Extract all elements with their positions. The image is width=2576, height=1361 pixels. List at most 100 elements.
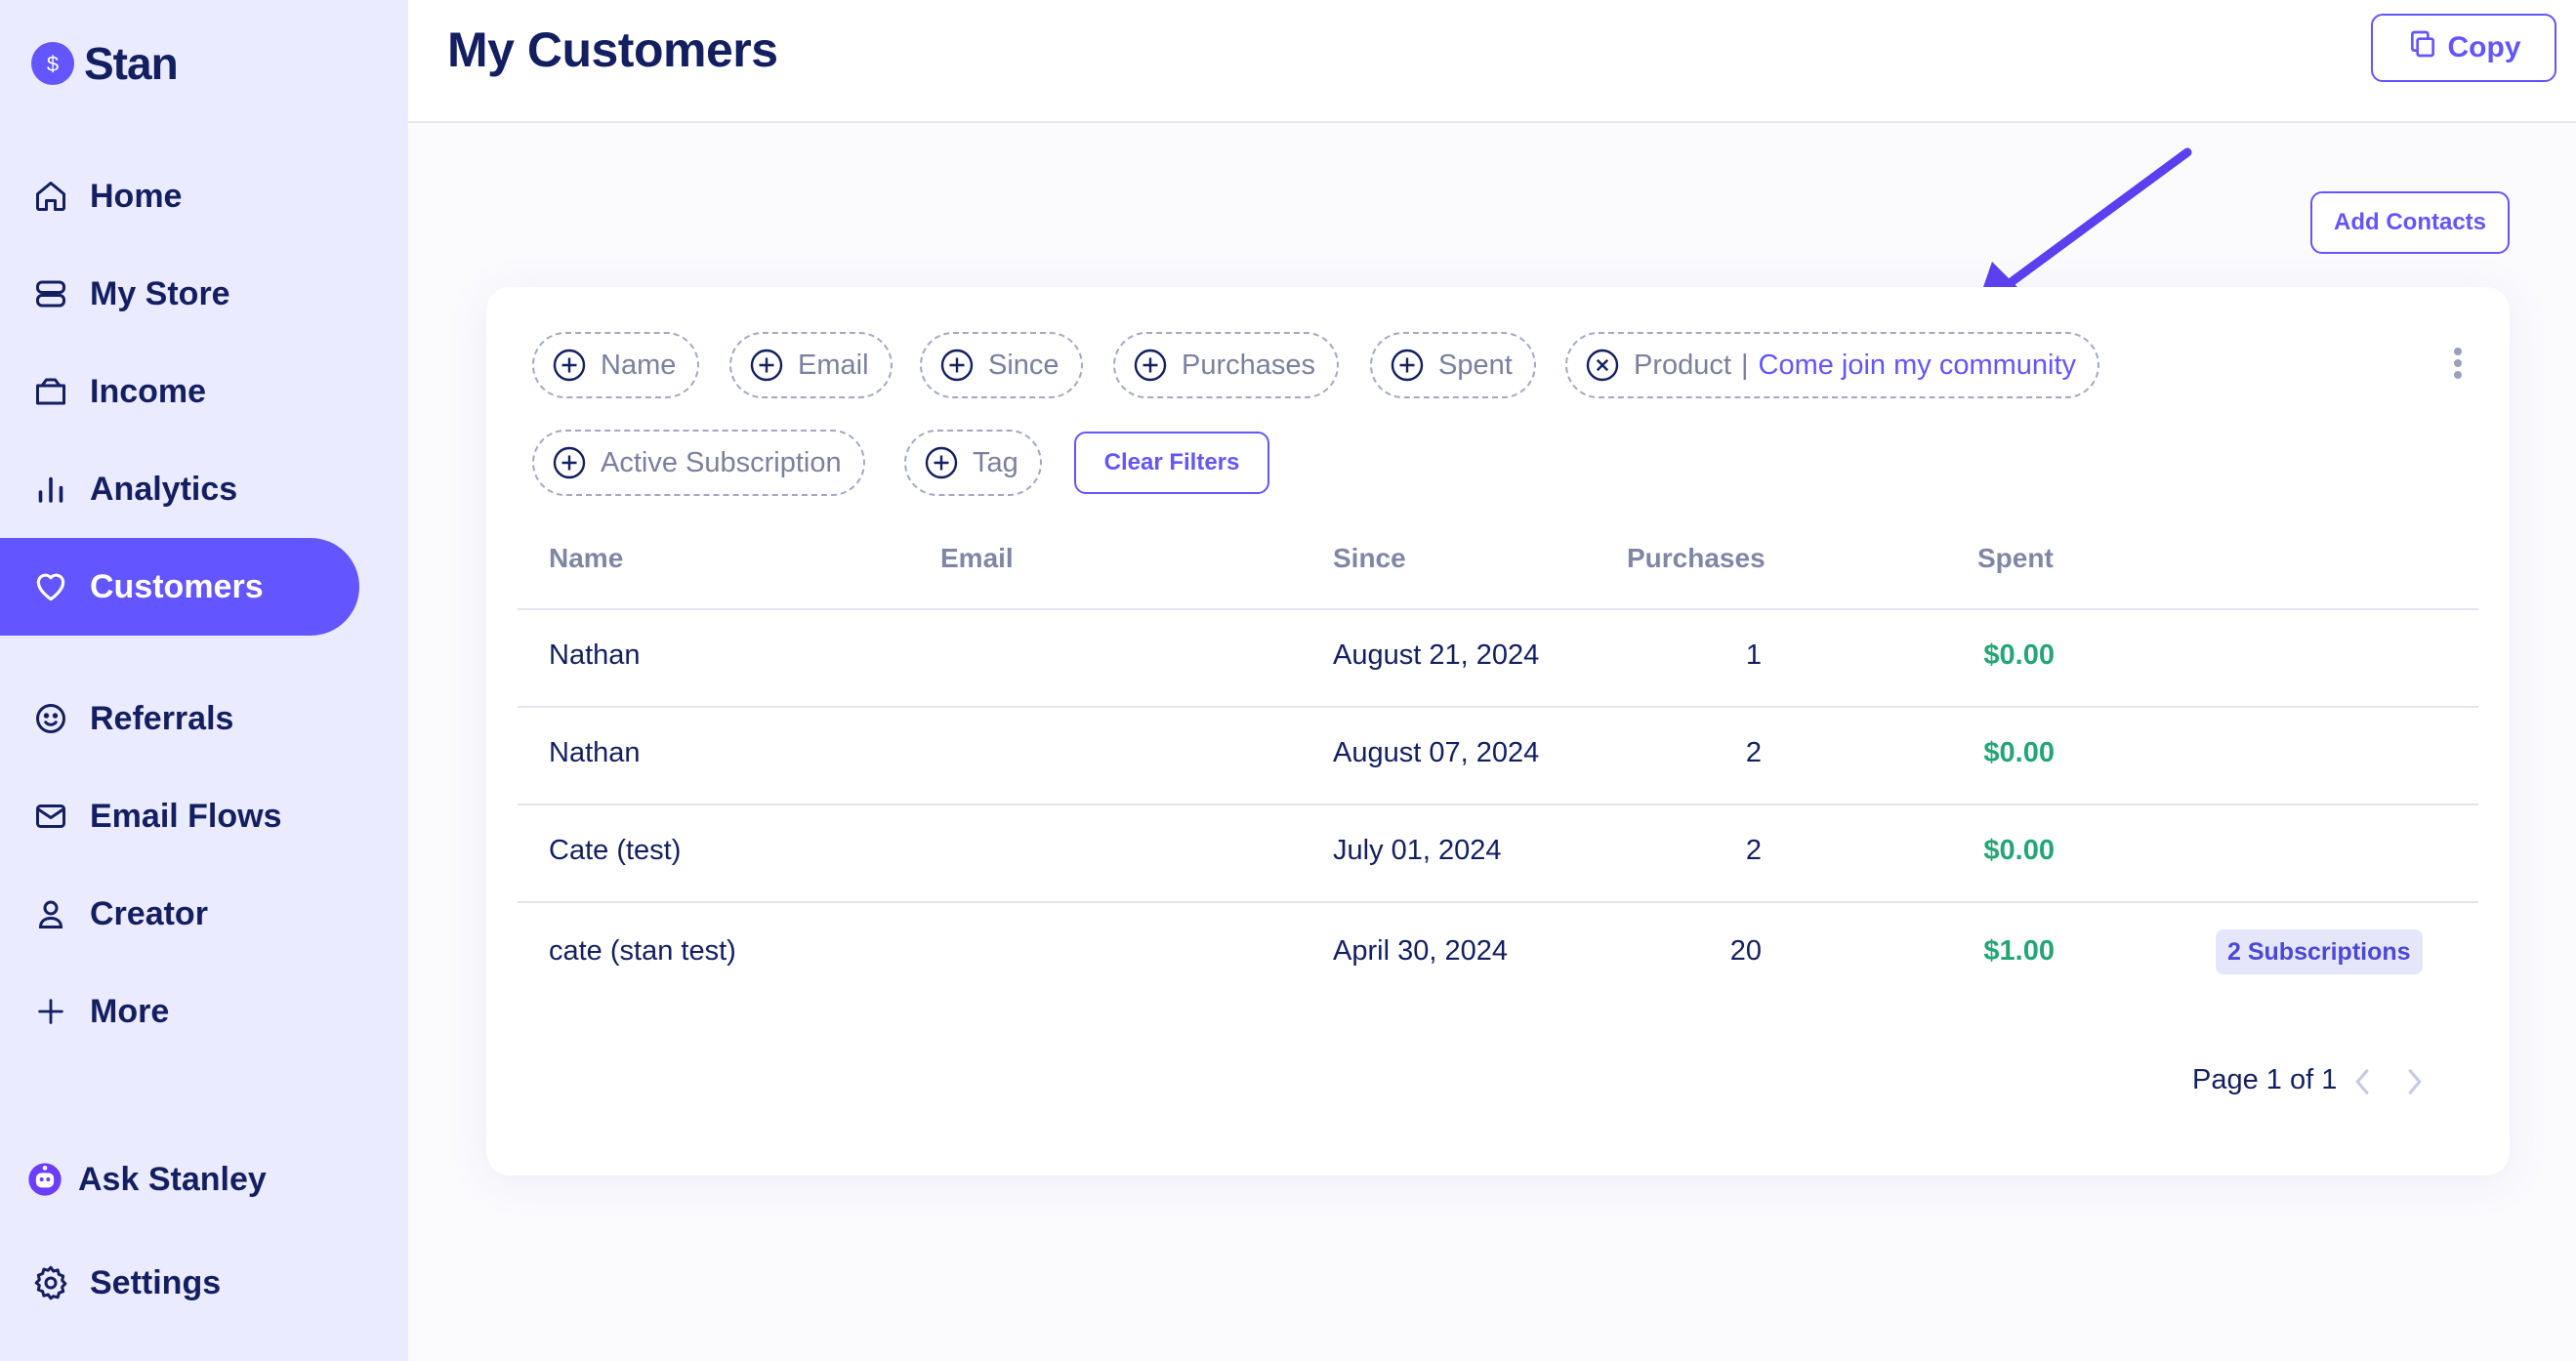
sidebar-item-label: Email Flows (90, 797, 282, 835)
filter-chip-tag[interactable]: Tag (904, 430, 1042, 496)
app-name: Stan (84, 38, 179, 89)
page-title: My Customers (447, 22, 778, 77)
copy-icon (2407, 28, 2438, 67)
filter-chip-name[interactable]: Name (532, 332, 700, 398)
filter-chip-label: Active Subscription (601, 446, 842, 478)
filter-chip-separator: | (1740, 349, 1749, 381)
cell-since: August 21, 2024 (1333, 639, 1540, 671)
filter-chip-since[interactable]: Since (920, 332, 1083, 398)
cell-since: July 01, 2024 (1333, 835, 1502, 866)
sidebar-item-email-flows[interactable]: Email Flows (0, 767, 359, 865)
sidebar-item-customers[interactable]: Customers (0, 538, 359, 636)
sidebar-item-income[interactable]: Income (0, 343, 359, 440)
filter-chip-label: Name (601, 349, 677, 381)
user-icon (31, 894, 70, 933)
sidebar-item-settings[interactable]: Settings (0, 1234, 359, 1332)
plus-circle-icon (1133, 348, 1168, 383)
cell-spent: $1.00 (1983, 935, 2055, 967)
sidebar-item-analytics[interactable]: Analytics (0, 440, 359, 538)
column-header-email[interactable]: Email (940, 543, 1014, 573)
sidebar-item-label: More (90, 992, 170, 1030)
home-icon (31, 177, 70, 216)
table-divider (518, 706, 2478, 708)
plus-circle-icon (552, 348, 587, 383)
page-header: My Customers Copy (408, 0, 2576, 123)
dollar-logo-icon: $ (31, 42, 74, 85)
cell-purchases: 2 (1745, 835, 1762, 866)
filter-chip-active-subscription[interactable]: Active Subscription (532, 430, 865, 496)
sidebar-item-label: Settings (90, 1263, 222, 1301)
clear-filters-button[interactable]: Clear Filters (1074, 432, 1269, 494)
sidebar-item-label: My Store (90, 274, 230, 312)
filter-chip-label: Product (1634, 349, 1731, 381)
remove-circle-icon[interactable] (1585, 348, 1620, 383)
smiley-icon (31, 699, 70, 738)
gear-icon (31, 1263, 70, 1302)
sidebar-item-label: Creator (90, 894, 208, 932)
sidebar-item-label: Customers (90, 567, 264, 605)
cell-spent: $0.00 (1983, 737, 2055, 768)
cell-name[interactable]: cate (stan test) (549, 935, 736, 967)
previous-page-icon[interactable] (2347, 1062, 2377, 1101)
plus-icon (31, 992, 70, 1031)
store-icon (31, 274, 70, 313)
sidebar-item-more[interactable]: More (0, 963, 359, 1060)
table-divider (518, 804, 2478, 805)
cell-spent: $0.00 (1983, 835, 2055, 866)
plus-circle-icon (939, 348, 975, 383)
sidebar-item-ask-stanley[interactable]: Ask Stanley (0, 1131, 359, 1228)
more-options-icon[interactable] (2448, 344, 2468, 383)
column-header-name[interactable]: Name (549, 543, 624, 573)
table-divider (518, 608, 2478, 610)
cell-name[interactable]: Nathan (549, 737, 641, 768)
subscriptions-badge[interactable]: 2 Subscriptions (2216, 929, 2423, 974)
filter-chip-spent[interactable]: Spent (1370, 332, 1536, 398)
sidebar-item-label: Referrals (90, 699, 234, 737)
filter-chip-label: Purchases (1182, 349, 1316, 381)
cell-spent: $0.00 (1983, 639, 2055, 671)
sidebar-item-referrals[interactable]: Referrals (0, 670, 359, 767)
sidebar-item-label: Analytics (90, 470, 238, 508)
filter-chip-label: Email (798, 349, 869, 381)
cell-purchases: 20 (1729, 935, 1762, 967)
plus-circle-icon (924, 445, 959, 480)
filter-chip-value: Come join my community (1758, 349, 2077, 381)
filter-chip-label: Spent (1438, 349, 1513, 381)
filter-chip-label: Tag (973, 446, 1018, 478)
plus-circle-icon (749, 348, 784, 383)
filter-chip-label: Since (988, 349, 1059, 381)
app-logo[interactable]: $ Stan (31, 37, 179, 90)
cell-name[interactable]: Nathan (549, 639, 641, 671)
svg-text:$: $ (47, 52, 59, 76)
cell-purchases: 1 (1745, 639, 1762, 671)
cell-since: August 07, 2024 (1333, 737, 1540, 768)
add-contacts-button[interactable]: Add Contacts (2310, 191, 2510, 254)
copy-button[interactable]: Copy (2371, 14, 2556, 82)
column-header-since[interactable]: Since (1333, 543, 1406, 573)
analytics-icon (31, 470, 70, 509)
cell-name[interactable]: Cate (test) (549, 835, 682, 866)
mail-icon (31, 797, 70, 836)
sidebar-item-home[interactable]: Home (0, 147, 359, 245)
pagination-label: Page 1 of 1 (2192, 1064, 2338, 1095)
column-header-spent[interactable]: Spent (1977, 543, 2054, 573)
filter-chip-product[interactable]: Product | Come join my community (1565, 332, 2100, 398)
sidebar-item-label: Ask Stanley (78, 1160, 267, 1198)
cell-purchases: 2 (1745, 737, 1762, 768)
sidebar-item-label: Income (90, 372, 207, 410)
column-header-purchases[interactable]: Purchases (1627, 543, 1766, 573)
plus-circle-icon (1390, 348, 1425, 383)
copy-label: Copy (2447, 31, 2521, 63)
filter-chip-purchases[interactable]: Purchases (1113, 332, 1340, 398)
stanley-bot-icon (25, 1160, 64, 1199)
cell-since: April 30, 2024 (1333, 935, 1508, 967)
next-page-icon[interactable] (2400, 1062, 2430, 1101)
sidebar: $ Stan Home My Store Income Analytics Cu… (0, 0, 408, 1361)
plus-circle-icon (552, 445, 587, 480)
sidebar-item-my-store[interactable]: My Store (0, 245, 359, 343)
table-divider (518, 901, 2478, 903)
sidebar-item-creator[interactable]: Creator (0, 865, 359, 963)
wallet-icon (31, 372, 70, 411)
filter-chip-email[interactable]: Email (729, 332, 893, 398)
sidebar-item-label: Home (90, 177, 183, 215)
